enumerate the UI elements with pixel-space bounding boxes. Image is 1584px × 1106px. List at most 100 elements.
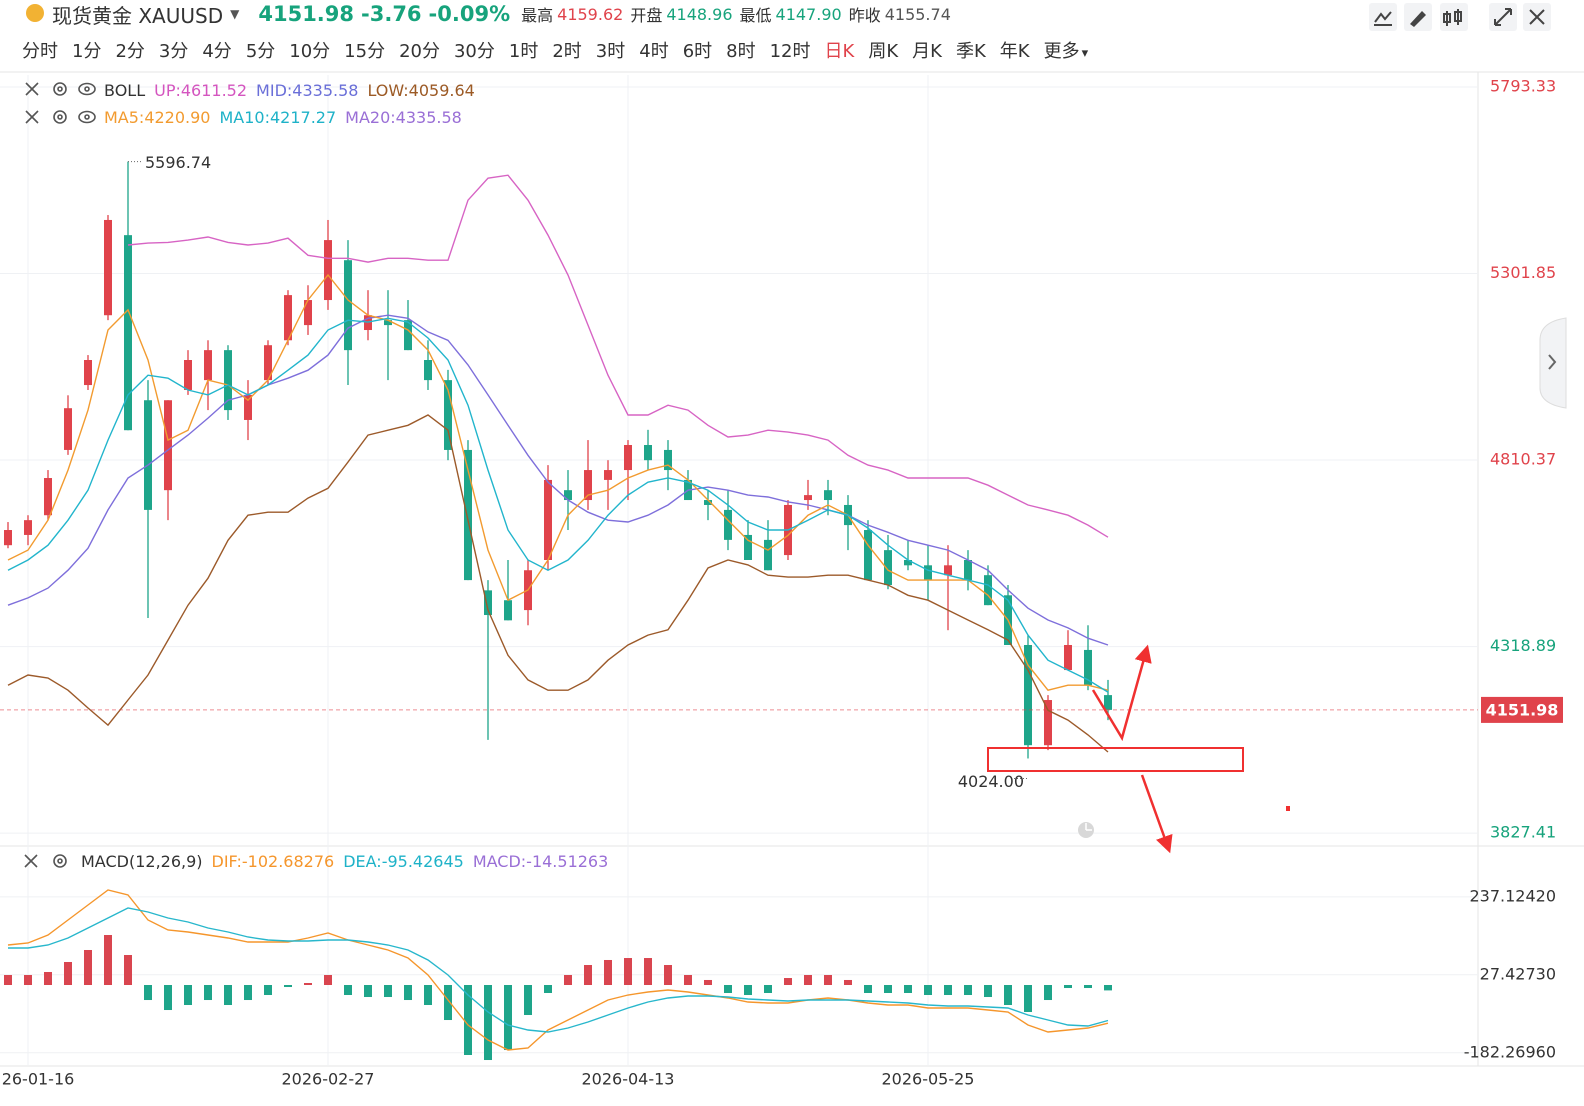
macd-bar: [304, 982, 312, 986]
candle-body: [244, 394, 252, 420]
visible-icon-core: [84, 86, 90, 92]
macd-line: [8, 907, 1109, 1033]
macd-bar: [804, 975, 812, 986]
period-tab[interactable]: 2时: [552, 41, 582, 62]
tool-icon: [1410, 11, 1426, 27]
period-tab[interactable]: 4分: [202, 41, 232, 62]
legend-row: MA5:4220.90 MA10:4217.27 MA20:4335.58: [104, 106, 462, 128]
candle-body: [884, 550, 892, 586]
arrow-down: [1140, 774, 1173, 854]
macd-bar: [64, 961, 72, 986]
settings-icon[interactable]: [53, 82, 67, 96]
period-tab[interactable]: 4时: [639, 41, 669, 62]
candle-body: [724, 509, 732, 540]
period-tab[interactable]: 1分: [72, 41, 102, 62]
y-tick-label: 4810.37: [1490, 450, 1556, 469]
period-tab[interactable]: 更多 ▾: [1043, 41, 1089, 62]
period-tab[interactable]: 月K: [912, 41, 942, 62]
settings-icon[interactable]: [53, 110, 67, 124]
macd-bar: [444, 985, 452, 1021]
close-icon[interactable]: [24, 854, 38, 868]
legend-item: MID:4335.58: [256, 80, 359, 100]
candle-body: [404, 320, 412, 351]
candle-body: [764, 539, 772, 571]
candle-body: [1084, 649, 1092, 686]
period-tab[interactable]: 1时: [508, 41, 539, 62]
period-tab[interactable]: 年K: [999, 41, 1030, 62]
candle-body: [504, 600, 512, 621]
period-tab[interactable]: 日K: [824, 41, 855, 62]
price-change: -3.76: [361, 2, 422, 26]
visible-icon[interactable]: [78, 82, 96, 96]
macd-bar: [724, 985, 732, 993]
stat-label: 最低: [739, 6, 772, 25]
candle-body: [584, 470, 592, 501]
period-tab[interactable]: 3时: [595, 41, 626, 62]
indicator-line: [7, 414, 1109, 753]
period-tab[interactable]: 季K: [955, 41, 986, 62]
candle-body: [944, 565, 952, 576]
macd-bar: [524, 985, 532, 1016]
period-tab[interactable]: 15分: [344, 41, 386, 62]
candle-body: [1044, 700, 1052, 746]
period-tab[interactable]: 12时: [769, 41, 811, 62]
x-tick-label: 2026-05-25: [882, 1070, 975, 1089]
legend-item: BOLL: [104, 80, 146, 100]
macd-bar: [364, 985, 372, 998]
macd-bar: [604, 959, 612, 986]
macd-bar: [644, 958, 652, 986]
period-tab[interactable]: 10分: [289, 41, 331, 62]
macd-bar: [1084, 985, 1092, 989]
y-tick-label: 4318.89: [1490, 636, 1556, 655]
price-tag: [1481, 696, 1563, 723]
macd-bar: [1064, 985, 1072, 989]
tool-icon: [1443, 9, 1462, 26]
macd-bar: [1024, 985, 1032, 1012]
macd-bar: [1044, 985, 1052, 1001]
macd-bar: [104, 935, 112, 986]
plot: [0, 161, 1478, 1061]
period-tab[interactable]: 周K: [868, 41, 899, 62]
x-tick-label: 2026-02-27: [282, 1070, 375, 1089]
period-tab[interactable]: 30分: [453, 41, 495, 62]
period-tab[interactable]: 2分: [115, 41, 145, 62]
legend-item: LOW:4059.64: [367, 80, 475, 100]
period-tab[interactable]: 5分: [245, 41, 276, 62]
legend-item: MA20:4335.58: [345, 107, 462, 127]
indicator-line: [7, 314, 1109, 646]
x-tick-label: 26-01-16: [2, 1070, 75, 1089]
period-tab[interactable]: 8时: [726, 41, 756, 62]
settings-icon-core: [57, 86, 63, 92]
candle-body: [744, 534, 752, 560]
candle-body: [184, 360, 192, 390]
side-handle[interactable]: [1539, 317, 1567, 409]
settings-icon[interactable]: [53, 854, 67, 868]
legend-icons: [24, 82, 96, 868]
macd-bar: [464, 985, 472, 1056]
candle-body: [104, 219, 112, 316]
y-tick-label: 5301.85: [1490, 263, 1556, 282]
candle-body: [484, 590, 492, 616]
close-icon[interactable]: [25, 110, 39, 124]
period-tab[interactable]: 分时: [22, 41, 58, 62]
period-tab[interactable]: 6时: [682, 41, 713, 62]
indicator-line: [7, 273, 1109, 691]
candle-body: [984, 575, 992, 606]
macd-bar: [1104, 985, 1112, 991]
candle-body: [124, 235, 132, 431]
candle-body: [564, 490, 572, 501]
stat-value: 4148.96: [666, 4, 733, 24]
tool-icon: [1374, 11, 1392, 26]
indicator-line: [127, 174, 1109, 538]
candle-body: [624, 445, 632, 471]
period-tab[interactable]: 20分: [399, 41, 440, 62]
last-price: 4151.98: [258, 2, 355, 26]
candle-body: [864, 530, 872, 581]
visible-icon[interactable]: [78, 110, 96, 124]
chevron: [1548, 354, 1557, 370]
stat-label: 开盘: [630, 6, 663, 25]
close-icon[interactable]: [25, 82, 39, 96]
stat-value: 4147.90: [775, 4, 842, 24]
period-tab[interactable]: 3分: [158, 41, 189, 62]
